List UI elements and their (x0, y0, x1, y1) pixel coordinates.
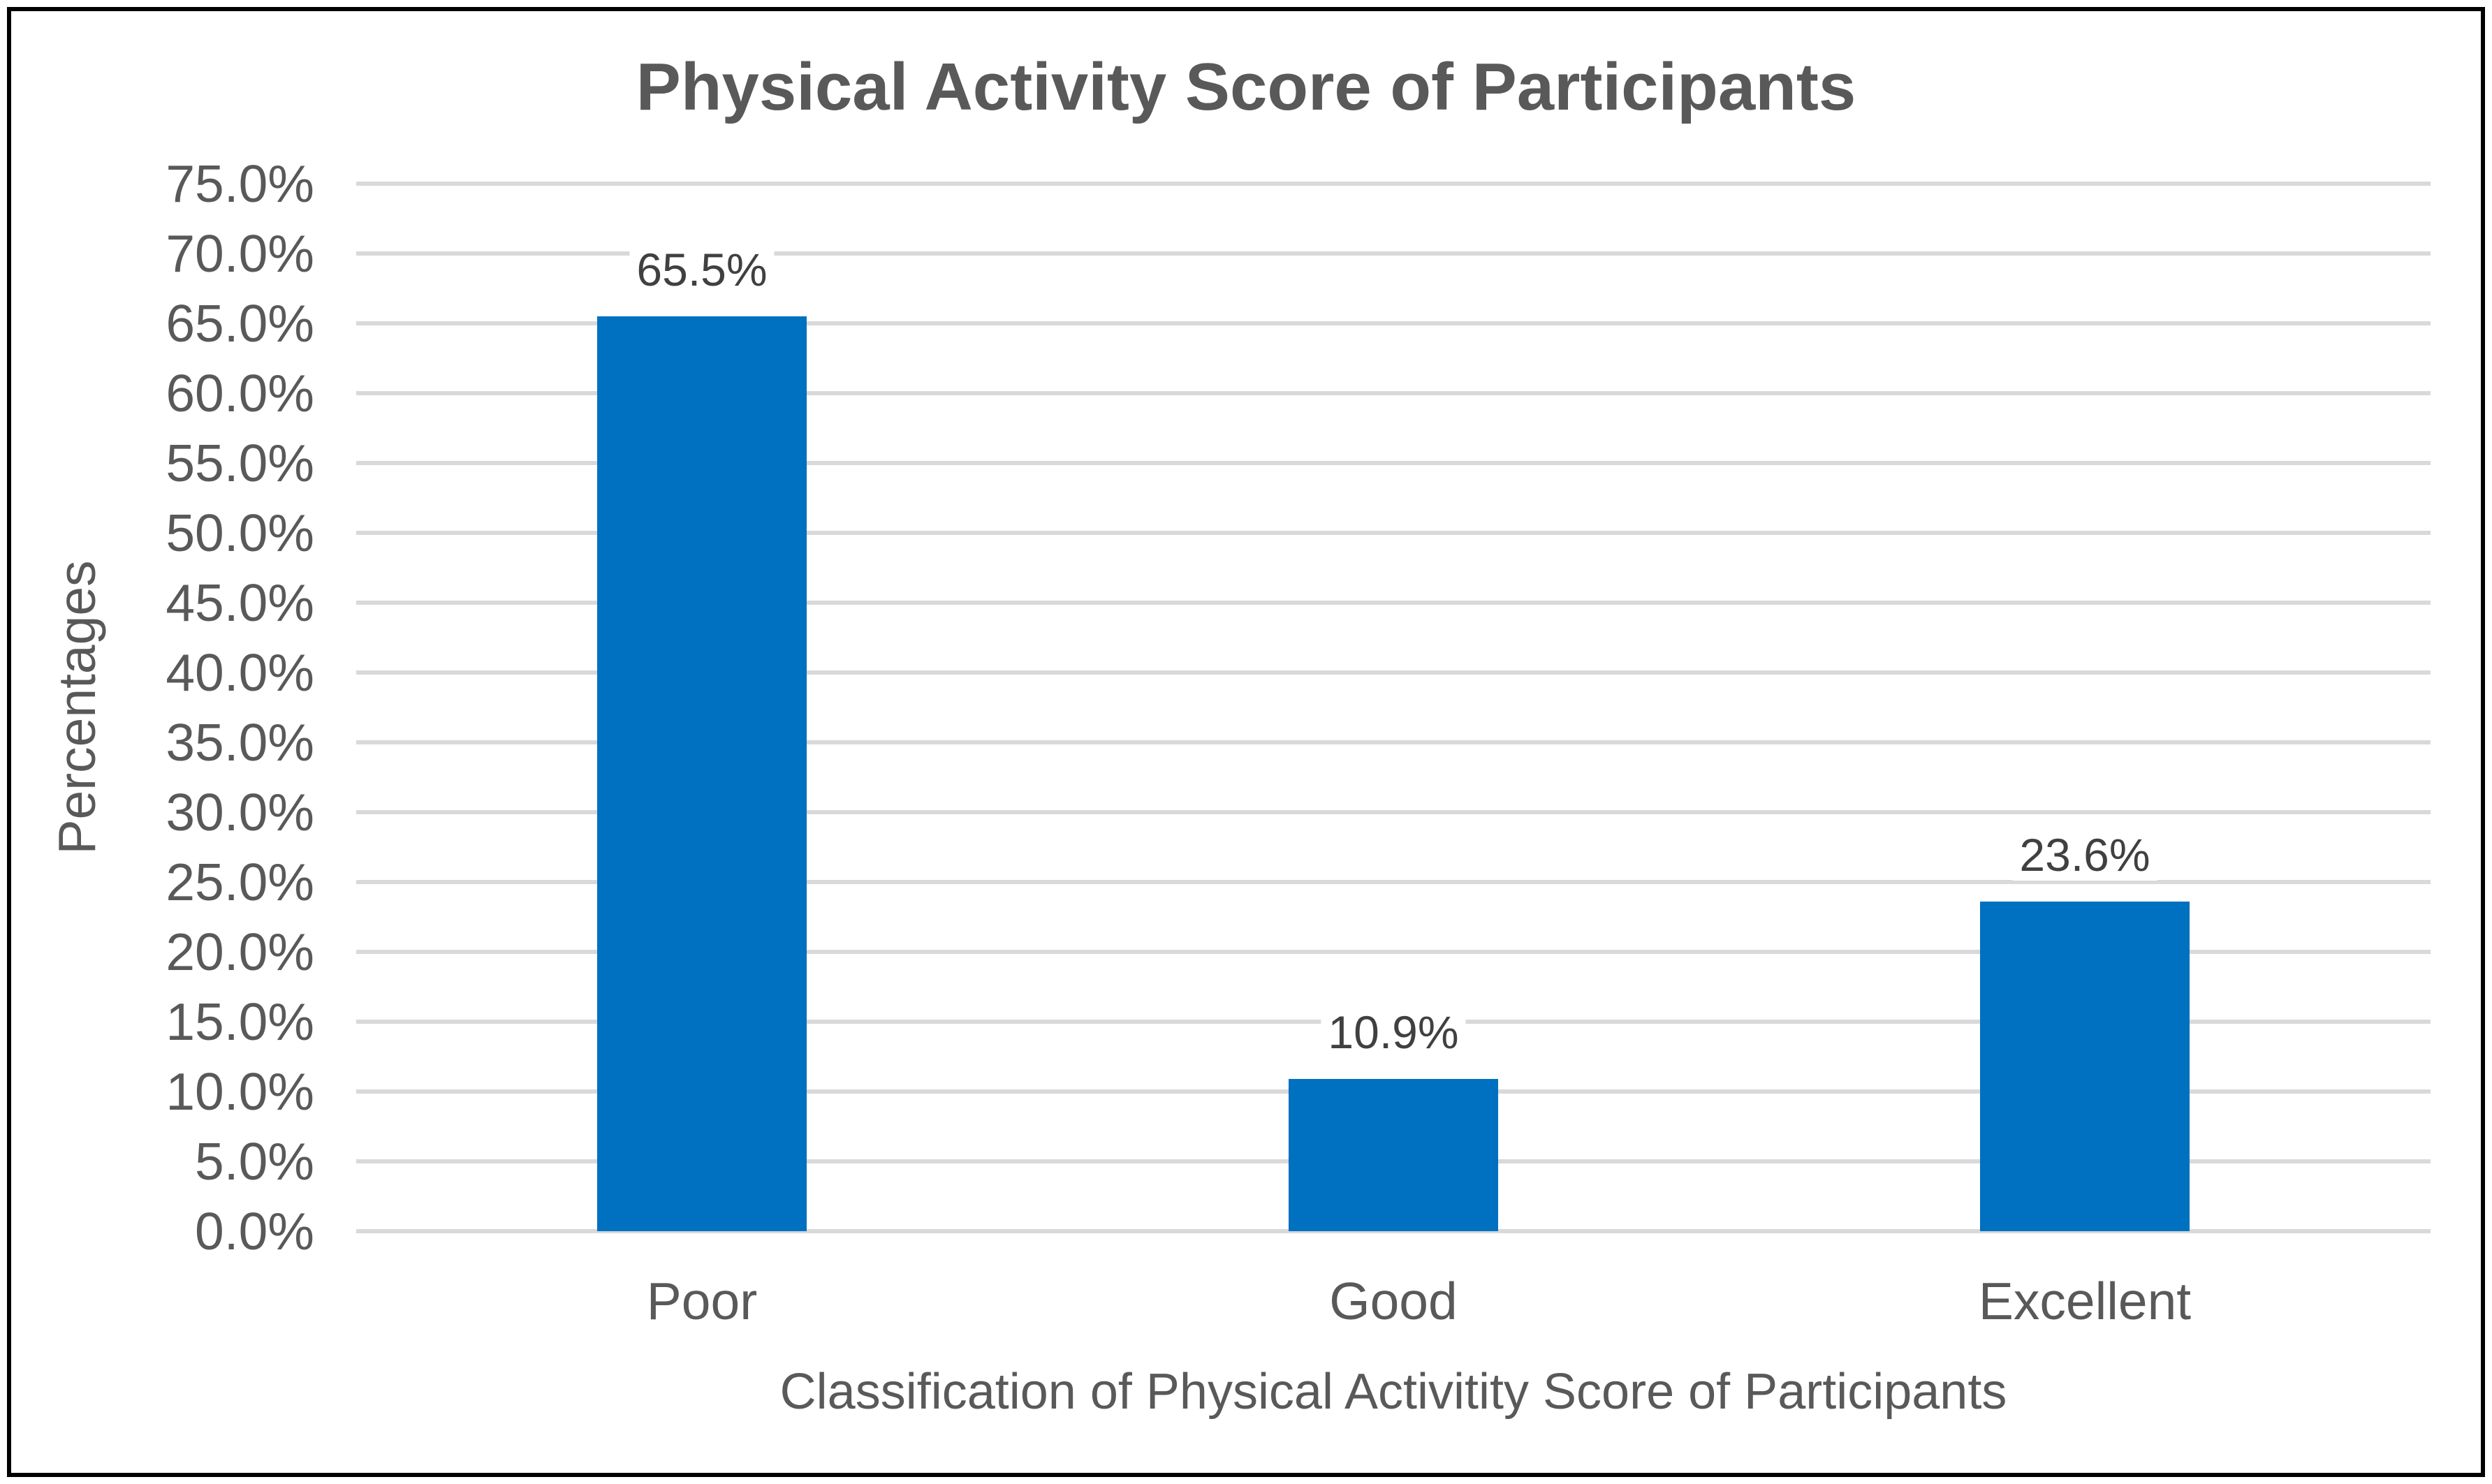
gridline (356, 461, 2431, 465)
y-axis-tick-label: 20.0% (166, 923, 314, 981)
y-axis-tick-label: 10.0% (166, 1062, 314, 1121)
y-axis-tick-label: 30.0% (166, 783, 314, 842)
bar-good (1289, 1079, 1498, 1231)
y-axis-tick-label: 0.0% (195, 1202, 314, 1261)
gridline (356, 321, 2431, 325)
y-axis-tick-label: 15.0% (166, 992, 314, 1051)
category-label-excellent: Excellent (1978, 1272, 2192, 1330)
bar-poor (597, 316, 807, 1231)
bar-excellent (1980, 902, 2190, 1231)
y-axis-tick-label: 60.0% (166, 364, 314, 423)
y-axis-tick-label: 45.0% (166, 573, 314, 632)
gridline (356, 391, 2431, 395)
gridline (356, 601, 2431, 605)
y-axis-tick-label: 65.0% (166, 294, 314, 353)
category-label-good: Good (1329, 1272, 1458, 1330)
y-axis-tick-label: 75.0% (166, 154, 314, 213)
data-label-poor: 65.5% (629, 244, 775, 295)
gridline (356, 531, 2431, 535)
gridline (356, 670, 2431, 675)
y-axis-tick-label: 35.0% (166, 713, 314, 772)
chart-title: Physical Activity Score of Participants (636, 50, 1856, 124)
gridline (356, 880, 2431, 884)
data-label-excellent: 23.6% (2012, 829, 2157, 881)
y-axis-tick-label: 50.0% (166, 504, 314, 562)
gridline (356, 950, 2431, 954)
chart-border (7, 7, 2485, 1477)
data-label-good: 10.9% (1321, 1006, 1466, 1058)
gridline (356, 1229, 2431, 1233)
y-axis-tick-label: 55.0% (166, 434, 314, 492)
y-axis-tick-label: 25.0% (166, 853, 314, 911)
category-label-poor: Poor (646, 1272, 758, 1330)
y-axis-tick-label: 5.0% (195, 1132, 314, 1191)
gridline (356, 251, 2431, 256)
gridline (356, 740, 2431, 744)
gridline (356, 182, 2431, 186)
y-axis-tick-label: 70.0% (166, 224, 314, 283)
x-axis-title: Classification of Physical Activitity Sc… (779, 1364, 2007, 1420)
gridline (356, 810, 2431, 814)
y-axis-tick-label: 40.0% (166, 643, 314, 702)
